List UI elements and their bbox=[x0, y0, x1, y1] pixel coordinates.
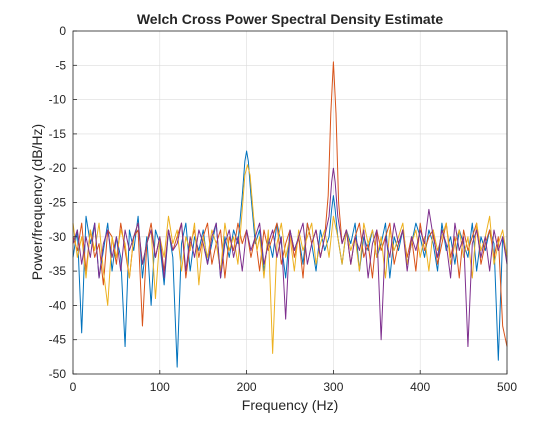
axis-ticks: 0 100 200 300 400 500 0 -5 -10 -15 -20 -25 -30 -35 -40… bbox=[49, 24, 518, 394]
y-tick-label: -35 bbox=[49, 264, 67, 278]
x-tick-label: 400 bbox=[410, 380, 430, 394]
y-axis-label: Power/frequency (dB/Hz) bbox=[29, 124, 45, 280]
x-tick-label: 500 bbox=[497, 380, 517, 394]
x-axis-label: Frequency (Hz) bbox=[242, 397, 338, 413]
x-tick-label: 300 bbox=[323, 380, 343, 394]
y-tick-label: -10 bbox=[49, 93, 67, 107]
y-tick-label: -40 bbox=[49, 298, 67, 312]
y-tick-label: -45 bbox=[49, 333, 67, 347]
y-tick-label: 0 bbox=[59, 24, 66, 38]
x-tick-label: 0 bbox=[70, 380, 77, 394]
y-tick-label: -25 bbox=[49, 196, 67, 210]
series-line-4 bbox=[72, 167, 508, 348]
y-tick-label: -5 bbox=[55, 58, 66, 72]
y-tick-label: -20 bbox=[49, 161, 67, 175]
series-lines bbox=[72, 61, 508, 368]
chart-title: Welch Cross Power Spectral Density Estim… bbox=[137, 11, 444, 27]
x-tick-label: 200 bbox=[237, 380, 257, 394]
x-tick-label: 100 bbox=[150, 380, 170, 394]
y-tick-label: -15 bbox=[49, 127, 67, 141]
y-tick-label: -50 bbox=[49, 367, 67, 381]
y-tick-label: -30 bbox=[49, 230, 67, 244]
